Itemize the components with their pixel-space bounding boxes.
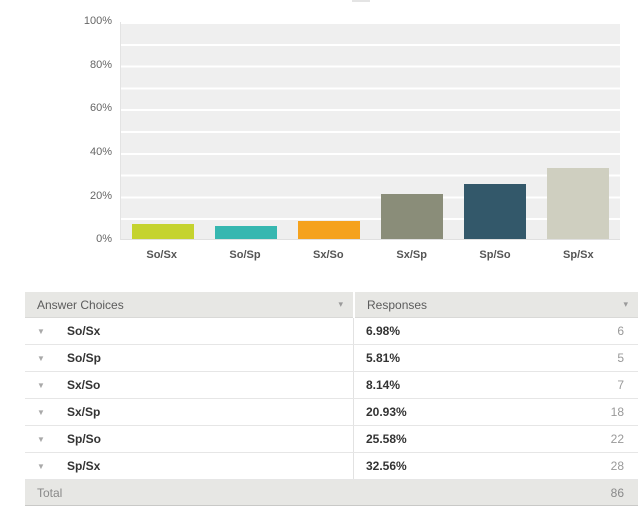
x-axis-labels: So/Sx So/Sp Sx/So Sx/Sp Sp/So Sp/Sx bbox=[120, 249, 620, 261]
table-row: ▼ Sp/Sx 32.56% 28 bbox=[25, 453, 638, 480]
responses-dropdown-icon[interactable]: ▾ bbox=[623, 299, 628, 309]
row-expand-icon[interactable]: ▼ bbox=[37, 461, 45, 471]
row-expand-icon[interactable]: ▼ bbox=[37, 353, 45, 363]
answer-choice-label: Sx/Sp bbox=[67, 405, 101, 419]
bar-sx-sp[interactable] bbox=[381, 193, 444, 239]
response-percent: 8.14% bbox=[366, 378, 401, 392]
response-count: 7 bbox=[617, 378, 624, 392]
response-percent: 25.58% bbox=[366, 432, 407, 446]
x-axis-label: Sx/So bbox=[313, 249, 344, 261]
response-count: 5 bbox=[617, 351, 624, 365]
table-row: ▼ Sx/Sp 20.93% 18 bbox=[25, 399, 638, 426]
bar-so-sp[interactable] bbox=[214, 226, 277, 239]
response-percent: 20.93% bbox=[366, 405, 407, 419]
answer-choice-label: Sp/So bbox=[67, 432, 102, 446]
results-table: Answer Choices ▾ Responses ▾ ▼ So/Sx 6.9… bbox=[25, 292, 638, 506]
answer-choices-dropdown-icon[interactable]: ▾ bbox=[338, 299, 343, 309]
table-row: ▼ Sp/So 25.58% 22 bbox=[25, 426, 638, 453]
response-percent: 6.98% bbox=[366, 324, 401, 338]
total-count: 86 bbox=[610, 485, 624, 500]
response-count: 28 bbox=[610, 459, 624, 473]
y-axis-tick: 60% bbox=[89, 102, 112, 114]
x-axis-label: So/Sx bbox=[146, 249, 177, 261]
x-axis-label: Sp/So bbox=[479, 249, 511, 261]
table-row: ▼ So/Sx 6.98% 6 bbox=[25, 318, 638, 345]
total-row: Total 86 bbox=[25, 480, 638, 506]
response-count: 22 bbox=[610, 432, 624, 446]
response-count: 6 bbox=[617, 324, 624, 338]
bar-so-sx[interactable] bbox=[131, 223, 194, 239]
cropped-title-fragment bbox=[352, 0, 370, 2]
response-percent: 5.81% bbox=[366, 351, 401, 365]
bar-sp-so[interactable] bbox=[464, 183, 527, 239]
y-axis-tick: 80% bbox=[89, 59, 112, 71]
response-count: 18 bbox=[610, 405, 624, 419]
y-axis-tick: 20% bbox=[89, 190, 112, 202]
x-axis-label: Sp/Sx bbox=[563, 249, 594, 261]
answer-choice-label: So/Sx bbox=[67, 324, 101, 338]
y-axis-tick: 40% bbox=[89, 146, 112, 158]
row-expand-icon[interactable]: ▼ bbox=[37, 407, 45, 417]
header-answer-choices: Answer Choices ▾ bbox=[25, 292, 353, 318]
answer-choice-label: Sx/So bbox=[67, 378, 101, 392]
answer-choice-label: So/Sp bbox=[67, 351, 102, 365]
x-axis-label: Sx/Sp bbox=[396, 249, 427, 261]
header-responses: Responses ▾ bbox=[355, 292, 638, 318]
row-expand-icon[interactable]: ▼ bbox=[37, 380, 45, 390]
row-expand-icon[interactable]: ▼ bbox=[37, 434, 45, 444]
x-axis-label: So/Sp bbox=[229, 249, 261, 261]
table-row: ▼ So/Sp 5.81% 5 bbox=[25, 345, 638, 372]
header-responses-label: Responses bbox=[367, 297, 428, 312]
table-header-row: Answer Choices ▾ Responses ▾ bbox=[25, 292, 638, 318]
header-answer-choices-label: Answer Choices bbox=[37, 297, 124, 312]
bar-chart: 100% 80% 60% 40% 20% 0% So/Sx So/Sp Sx/S… bbox=[83, 0, 620, 261]
bar-sp-sx[interactable] bbox=[547, 168, 610, 239]
table-row: ▼ Sx/So 8.14% 7 bbox=[25, 372, 638, 399]
row-expand-icon[interactable]: ▼ bbox=[37, 326, 45, 336]
response-percent: 32.56% bbox=[366, 459, 407, 473]
y-axis-tick: 0% bbox=[96, 233, 112, 245]
plot-area bbox=[120, 22, 620, 240]
total-label: Total bbox=[37, 485, 63, 500]
answer-choice-label: Sp/Sx bbox=[67, 459, 101, 473]
y-axis-tick: 100% bbox=[83, 15, 112, 27]
bar-sx-so[interactable] bbox=[297, 221, 360, 239]
bars-container bbox=[121, 22, 620, 239]
